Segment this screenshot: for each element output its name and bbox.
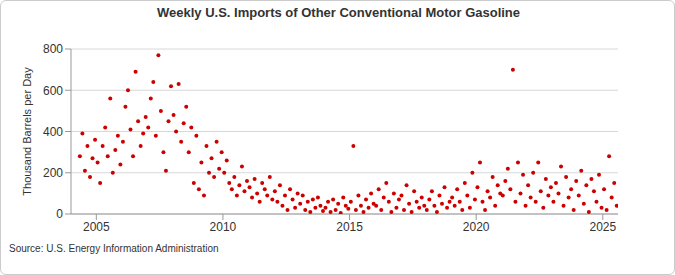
svg-text:800: 800 bbox=[43, 42, 63, 56]
svg-text:Thousand Barrels per Day: Thousand Barrels per Day bbox=[21, 67, 33, 196]
svg-text:2025: 2025 bbox=[589, 220, 616, 234]
svg-text:200: 200 bbox=[43, 166, 63, 180]
svg-text:400: 400 bbox=[43, 125, 63, 139]
html-text:Weekly U.S. Imports of Other C: Weekly U.S. Imports of Other Conventiona… bbox=[157, 5, 520, 20]
svg-text:2010: 2010 bbox=[210, 220, 237, 234]
html-text:Source: U.S. Energy Informatio: Source: U.S. Energy Information Administ… bbox=[9, 243, 219, 254]
svg-text:2020: 2020 bbox=[463, 220, 490, 234]
svg-text:2005: 2005 bbox=[83, 220, 110, 234]
svg-text:2015: 2015 bbox=[336, 220, 363, 234]
svg-text:0: 0 bbox=[56, 207, 63, 221]
svg-text:600: 600 bbox=[43, 84, 63, 98]
